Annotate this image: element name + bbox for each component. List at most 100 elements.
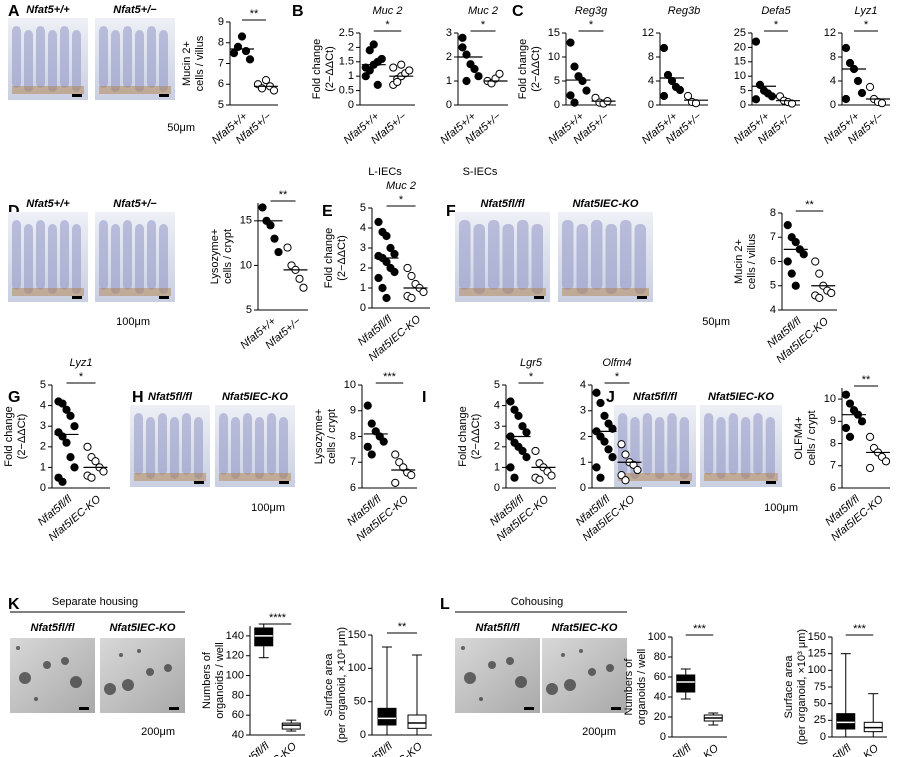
organoid-blob: [34, 697, 38, 701]
scale-bar: [194, 481, 204, 484]
y-tick-label: 4: [580, 379, 586, 391]
data-point: [58, 477, 67, 486]
panel-label: A: [8, 3, 20, 20]
crypt-stain: [704, 473, 778, 481]
y-tick-label: 12: [824, 27, 836, 39]
scale-label: 100μm: [251, 502, 285, 514]
villus: [135, 224, 144, 294]
villus: [502, 224, 514, 294]
y-tick-label: 50: [814, 698, 826, 710]
panel-label: K: [8, 596, 20, 613]
data-point: [845, 399, 855, 408]
y-axis-label: Lysozyme+: [313, 409, 325, 465]
image-label: Nfat5IEC-KO: [708, 391, 774, 403]
panel-label: D: [8, 203, 20, 220]
data-point: [791, 238, 800, 247]
y-axis-label: cells / villus: [194, 35, 206, 91]
y-axis-label: Fold change: [3, 406, 15, 467]
y-tick-label: 8: [830, 51, 836, 63]
y-axis-label: cells / crypt: [326, 409, 338, 464]
data-point: [390, 249, 399, 259]
y-axis-label: Surface area: [323, 653, 335, 717]
data-point: [462, 76, 471, 86]
micrograph: [542, 638, 627, 713]
scale-bar: [680, 481, 690, 484]
y-tick-label: 3: [360, 242, 366, 254]
data-point: [518, 422, 527, 431]
data-point: [274, 247, 283, 257]
data-point: [596, 473, 605, 482]
significance: **: [862, 374, 871, 386]
organoid-blob: [488, 661, 496, 669]
organoid-blob: [146, 668, 154, 676]
villus: [459, 220, 471, 290]
villus: [728, 413, 738, 475]
y-tick-label: 100: [348, 662, 366, 674]
y-tick-label: 10: [824, 393, 836, 405]
y-tick-label: 60: [232, 709, 244, 721]
data-point: [791, 281, 800, 290]
y-tick-label: 1: [348, 70, 354, 82]
significance: *: [385, 19, 390, 31]
data-point: [361, 63, 370, 72]
data-point: [269, 86, 279, 95]
data-point: [815, 269, 824, 278]
y-tick-label: 10: [548, 51, 560, 63]
data-point: [841, 94, 851, 104]
chart-title: Lgr5: [520, 357, 543, 369]
y-tick-label: 0: [648, 99, 654, 111]
y-tick-label: 15: [734, 56, 746, 68]
crypt-stain: [459, 288, 546, 296]
significance: *: [589, 19, 594, 31]
organoid-blob: [561, 653, 565, 657]
data-point: [391, 478, 400, 487]
scale-label: 200μm: [582, 726, 616, 738]
y-tick-label: 100: [808, 664, 826, 676]
organoid-blob: [461, 646, 465, 650]
data-point: [70, 463, 79, 472]
data-point: [845, 432, 855, 441]
y-tick-label: 4: [830, 75, 836, 87]
data-point: [857, 417, 867, 426]
chart-title: Defa5: [761, 5, 791, 17]
y-tick-label: 20: [734, 41, 746, 53]
data-point: [91, 457, 100, 466]
data-point: [510, 405, 519, 414]
villus: [123, 26, 132, 88]
y-tick-label: 0: [580, 482, 586, 494]
scale-bar: [611, 707, 621, 710]
y-tick-label: 5: [246, 304, 252, 316]
y-tick-label: 5: [494, 379, 500, 391]
villus: [170, 417, 179, 479]
villus: [60, 26, 69, 88]
organoid-blob: [70, 676, 82, 688]
data-point: [379, 437, 388, 446]
crypt-stain: [12, 86, 84, 94]
y-tick-label: 4: [770, 304, 776, 316]
data-point: [600, 411, 609, 420]
y-tick-label: 75: [814, 681, 826, 693]
data-point: [799, 250, 808, 259]
data-point: [266, 221, 275, 230]
organoid-blob: [104, 683, 116, 695]
y-axis-label: (2−ΔΔCt): [324, 46, 336, 92]
y-axis-label: Lysozyme+: [209, 229, 221, 285]
significance: *: [615, 371, 620, 383]
data-point: [853, 76, 863, 86]
organoid-blob: [588, 668, 596, 676]
villus: [111, 224, 120, 294]
villus: [146, 417, 155, 479]
y-tick-label: 20: [654, 711, 666, 723]
data-point: [62, 405, 71, 414]
data-point: [367, 419, 376, 428]
villus: [219, 413, 228, 475]
data-point: [403, 263, 412, 273]
crypt-stain: [134, 473, 206, 481]
y-tick-label: 1.5: [339, 56, 354, 68]
villus: [231, 417, 240, 479]
y-tick-label: 5: [40, 379, 46, 391]
y-axis-label: Fold change: [517, 39, 529, 100]
scale-bar: [524, 707, 534, 710]
y-tick-label: 125: [808, 648, 826, 660]
